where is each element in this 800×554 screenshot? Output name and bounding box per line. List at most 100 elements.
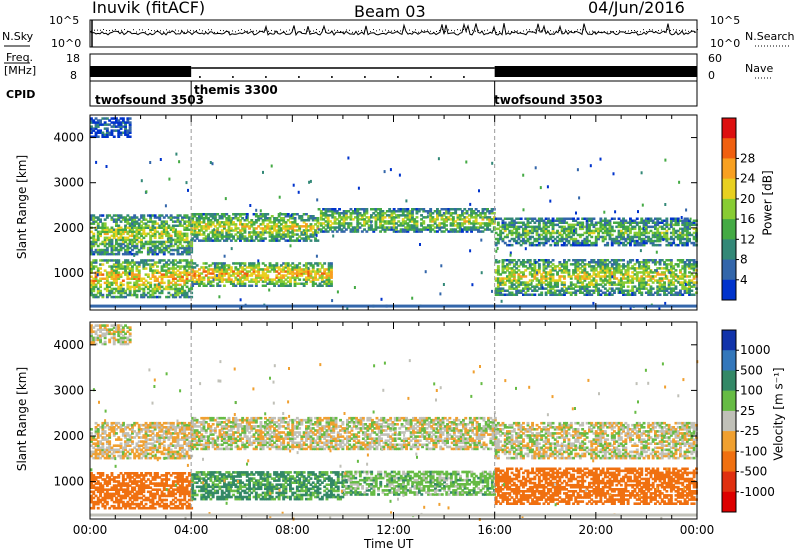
echo-cell: [629, 279, 632, 282]
echo-cell: [501, 221, 505, 224]
search-noise-point: [244, 30, 245, 32]
search-noise-point: [229, 31, 230, 33]
echo-cell: [422, 220, 426, 223]
search-noise-point: [649, 29, 650, 31]
echo-cell: [601, 261, 605, 264]
echo-cell: [503, 267, 507, 270]
echo-cell: [588, 275, 591, 278]
echo-cell: [676, 243, 680, 247]
echo-cell: [667, 237, 671, 241]
echo-cell: [458, 218, 462, 221]
echo-cell: [223, 213, 226, 216]
echo-cell: [535, 277, 539, 280]
echo-cell: [556, 283, 559, 286]
echo-cell: [289, 268, 292, 271]
echo-cell: [151, 250, 155, 254]
echo-cell: [544, 275, 548, 278]
echo-cell: [695, 237, 698, 241]
echo-cell: [178, 291, 182, 295]
echo-cell: [158, 275, 162, 278]
echo-cell: [517, 241, 521, 245]
echo-cell: [110, 295, 114, 299]
echo-point: [262, 170, 264, 174]
echo-cell: [291, 235, 295, 238]
echo-cell: [149, 250, 153, 254]
echo-cell: [131, 220, 134, 223]
echo-cell: [126, 214, 130, 217]
echo-cell: [622, 225, 625, 229]
echo-cell: [225, 221, 229, 224]
echo-cell: [663, 289, 666, 292]
echo-cell: [506, 243, 509, 247]
echo-cell: [617, 281, 621, 284]
echo-cell: [631, 287, 635, 290]
echo-cell: [501, 271, 505, 274]
echo-cell: [685, 239, 689, 243]
echo-cell: [447, 230, 451, 233]
echo-cell: [300, 233, 304, 236]
echo-cell: [549, 271, 553, 274]
echo-cell: [426, 228, 430, 231]
echo-cell: [679, 283, 682, 286]
echo-cell: [330, 284, 333, 287]
echo-point: [639, 249, 642, 253]
echo-cell: [209, 268, 213, 271]
echo-cell: [692, 275, 696, 278]
echo-cell: [654, 279, 657, 282]
echo-cell: [158, 240, 162, 244]
search-noise-point: [475, 30, 476, 32]
echo-cell: [640, 217, 644, 220]
echo-cell: [158, 259, 162, 262]
echo-cell: [153, 244, 157, 248]
echo-point: [140, 179, 143, 183]
echo-cell: [223, 215, 226, 218]
echo-cell: [165, 269, 168, 272]
echo-cell: [133, 244, 137, 248]
echo-cell: [553, 281, 557, 284]
echo-cell: [517, 283, 521, 286]
echo-cell: [338, 228, 341, 231]
echo-cell: [370, 216, 373, 219]
echo-cell: [261, 227, 265, 230]
echo-cell: [151, 232, 155, 236]
echo-cell: [124, 244, 127, 248]
echo-cell: [191, 215, 195, 218]
echo-cell: [223, 284, 226, 287]
echo-cell: [169, 275, 173, 278]
echo-cell: [220, 270, 224, 273]
echo-cell: [165, 232, 168, 236]
echo-cell: [195, 274, 199, 277]
echo-cell: [608, 269, 612, 272]
echo-cell: [663, 227, 666, 231]
search-noise-point: [301, 31, 302, 33]
echo-cell: [158, 261, 162, 264]
echo-cell: [227, 235, 231, 238]
echo-cell: [103, 236, 107, 240]
echo-cell: [293, 221, 297, 224]
echo-cell: [277, 284, 281, 287]
echo-cell: [121, 252, 125, 256]
echo-cell: [92, 244, 96, 248]
echo-cell: [365, 212, 369, 215]
echo-cell: [171, 265, 175, 268]
echo-cell: [112, 291, 116, 295]
echo-cell: [171, 283, 175, 287]
echo-cell: [105, 230, 109, 234]
echo-cell: [213, 235, 217, 238]
echo-cell: [590, 241, 594, 245]
search-noise-point: [511, 31, 512, 33]
echo-cell: [626, 227, 630, 231]
echo-cell: [690, 265, 694, 268]
echo-cell: [259, 278, 263, 281]
search-noise-point: [472, 29, 473, 31]
echo-cell: [103, 230, 107, 234]
echo-cell: [626, 289, 630, 292]
echo-cell: [126, 275, 130, 278]
echo-cell: [284, 223, 288, 226]
echo-cell: [608, 267, 612, 270]
echo-cell: [167, 226, 171, 229]
echo-cell: [606, 279, 610, 282]
echo-cell: [115, 129, 118, 132]
echo-cell: [406, 222, 410, 225]
echo-cell: [105, 242, 109, 246]
